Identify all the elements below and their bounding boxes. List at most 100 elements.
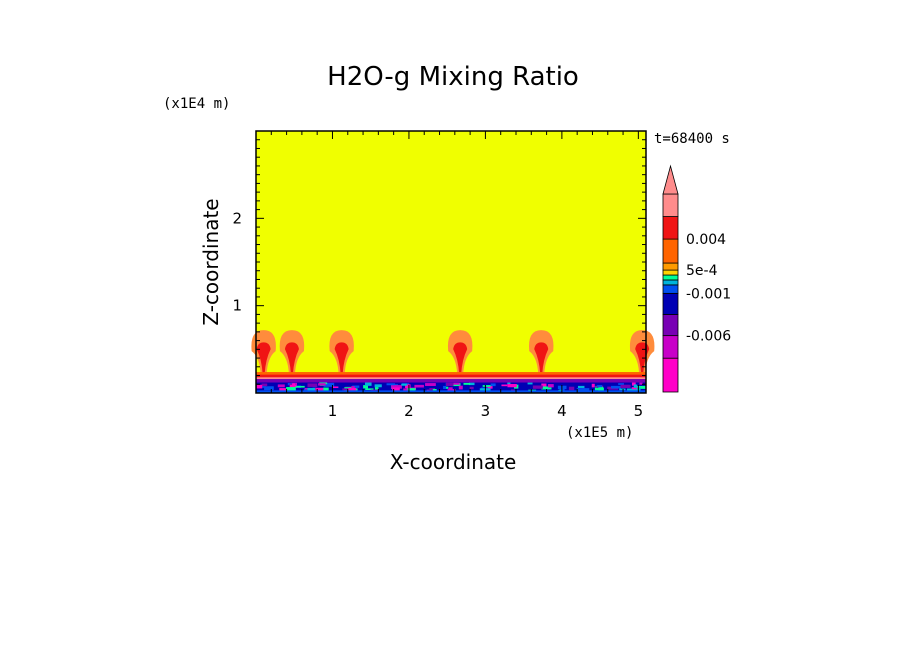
colorbar-level [662,314,679,337]
colorbar-level [662,292,679,315]
surface-speckle [631,382,636,386]
plume-core [534,342,549,374]
surface-base [256,390,646,393]
surface-speckle [445,382,454,387]
surface-speckle [507,382,511,385]
surface-speckle [463,382,471,385]
surface-speckle [598,387,604,391]
plume [279,330,305,374]
surface-speckle [267,386,274,390]
surface-speckle [323,387,329,392]
plume-core [453,342,468,374]
surface-speckle [620,384,631,388]
surface-speckle [258,385,267,388]
surface-speckle [403,388,408,392]
surface-speckle [469,386,474,390]
surface-speckle [332,386,339,389]
surface-speckle [374,387,379,391]
x-axis-ticks: 1 2 3 4 5 [328,402,643,420]
surface-speckle [448,387,453,392]
surface-speckle [443,385,447,389]
surface-speckle [527,382,533,385]
colorbar: 0.004 5e-4 -0.001 -0.006 [662,164,731,393]
surface-speckle [386,383,396,386]
colorbar-tick-label: 0.004 [686,232,726,248]
surface-speckle [429,388,436,392]
surface-speckle [342,388,351,391]
surface-speckle [501,384,508,387]
surface-speckle [626,388,638,391]
surface-speckle [468,382,475,386]
surface-speckle [631,387,637,390]
surface-speckle [432,388,437,392]
plume [329,330,354,374]
x-tick-label: 5 [634,402,644,420]
surface-speckle [295,385,305,388]
surface-speckle [581,388,590,392]
surface-speckle [401,383,408,386]
surface-speckle [633,384,638,388]
surface-speckle [292,383,296,387]
plume [447,330,473,374]
surface-speckle [453,382,460,385]
surface-speckle [619,388,626,391]
y-scale-label: (x1E4 m) [163,96,230,112]
surface-speckle [323,382,335,387]
surface-speckle [363,385,368,389]
surface-speckle [611,385,621,389]
surface-speckle [279,388,286,391]
plume-core [334,342,349,374]
surface-speckle [277,384,285,388]
surface-speckle [639,382,643,385]
surface-speckle [618,383,624,385]
surface-speckle [351,386,355,388]
surface-speckle [482,385,491,387]
x-scale-label: (x1E5 m) [566,425,633,441]
surface-speckle [458,385,463,390]
colorbar-level [662,335,679,359]
x-tick-label: 1 [328,402,338,420]
surface-speckle [392,387,400,391]
surface-speckle [256,384,263,389]
surface-speckle [507,383,517,388]
y-tick-label: 1 [232,297,242,315]
colorbar-tick-label: -0.006 [686,329,731,345]
surface-speckle [444,386,449,389]
surface-speckle [490,383,496,387]
plot-area [251,130,655,394]
surface-speckle [348,387,357,391]
surface-speckle [547,387,552,390]
y-axis-ticks: 12 [232,209,242,314]
surface-speckle [374,384,382,388]
surface-speckle [541,386,549,390]
surface-speckle [636,385,647,389]
x-tick-label: 4 [557,402,567,420]
surface-speckle [591,383,595,388]
time-label: t=68400 s [654,131,730,147]
colorbar-tick-label: -0.001 [686,286,731,302]
plumes-layer [251,330,655,374]
plume-core [256,342,271,374]
surface-speckle [532,385,543,389]
colorbar-extend-arrow [662,164,679,195]
surface-speckle [425,383,436,386]
y-tick-label: 2 [232,209,242,227]
surface-speckle [315,387,324,391]
y-axis-label: Z-coordinate [199,198,223,325]
surface-speckle [365,388,374,391]
colorbar-level [662,269,679,276]
surface-speckle [547,384,554,388]
x-axis-label: X-coordinate [390,450,517,474]
colorbar-level [662,262,679,271]
x-tick-label: 3 [481,402,491,420]
colorbar-level [662,284,679,294]
surface-speckle [318,383,326,386]
surface-speckle [307,383,318,387]
surface-speckle [405,384,411,389]
x-tick-label: 2 [404,402,414,420]
surface-speckle [414,384,424,388]
surface-speckle [286,387,296,391]
surface-speckle [576,388,586,392]
surface-speckle [568,386,575,391]
